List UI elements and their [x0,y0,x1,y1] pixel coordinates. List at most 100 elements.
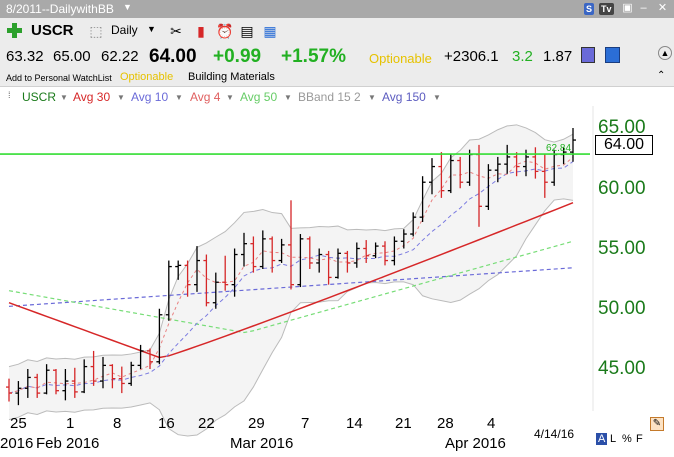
ohlc-bar [570,128,576,162]
avg30-line [8,202,574,359]
avg10-dropdown-icon[interactable]: ▼ [175,93,183,102]
ohlc-bar [34,373,41,398]
open-value: 63.32 [6,48,44,65]
x-month-mar: Mar 2016 [230,435,294,452]
optionable-tag: Optionable [120,71,174,83]
ohlc-bar [306,236,313,269]
ohlc-bar [175,260,182,280]
ohlc-bar [400,229,407,249]
current-price-marker: 64.00 [595,135,653,155]
indicator-avg150[interactable]: Avg 150 [382,90,426,104]
add-watchlist-link[interactable]: Add to Personal WatchList [6,73,112,83]
x-day-16: 16 [158,415,175,432]
x-day-29: 29 [248,415,265,432]
tools-icon[interactable]: ✂ [170,23,182,39]
ohlc-bar [212,272,219,309]
auto-scale-button[interactable]: A [596,433,608,445]
x-month-feb: Feb 2016 [36,435,100,452]
ohlc-bar [147,348,153,369]
ohlc-bar [184,260,191,297]
indicator-avg30[interactable]: Avg 30 [73,90,111,104]
period-dropdown-icon[interactable]: ▼ [147,24,156,34]
x-month-jan: 2016 [0,435,34,452]
bband-dropdown-icon[interactable]: ▼ [368,93,376,102]
ohlc-bar [541,154,548,198]
ohlc-bar [156,308,163,365]
change-value: +0.99 [213,46,262,67]
x-day-8: 8 [113,415,122,432]
y-label-60: 60.00 [598,178,646,199]
ohlc-bar [429,158,435,195]
note-icon[interactable]: ▤ [240,23,254,39]
alarm-clock-icon[interactable]: ⏰ [216,23,234,39]
ohlc-bar [118,366,125,394]
indicator-uscr[interactable]: USCR [22,90,57,104]
ohlc-bars [6,128,576,406]
scroll-up-icon[interactable]: ▲ [658,46,672,60]
ohlc-bar [128,361,135,386]
ohlc-bar [372,242,379,259]
avg150-dropdown-icon[interactable]: ▼ [433,93,441,102]
close-icon[interactable]: ✕ [657,2,668,14]
tv-badge-icon[interactable]: Tv [599,3,614,15]
value-a: 3.2 [512,48,533,65]
bar-chart-icon[interactable]: ▮ [197,23,205,39]
change-percent: +1.57% [281,46,346,67]
cube-icon[interactable]: ⬚ [89,23,103,39]
avg50-dropdown-icon[interactable]: ▼ [284,93,292,102]
ohlc-bar [382,241,388,266]
ohlc-bar [231,248,238,297]
ohlc-bar [504,144,511,174]
title-dropdown-icon[interactable]: ▼ [123,2,132,12]
industry-label: Building Materials [188,71,275,83]
ohlc-bar [278,238,285,263]
indicator-avg4[interactable]: Avg 4 [190,90,221,104]
indicator-bband[interactable]: BBand 15 2 [298,90,361,104]
grid-icon[interactable]: ▦ [263,23,277,39]
ohlc-bar [71,367,78,398]
ohlc-bar [53,369,59,395]
ohlc-bar [419,176,426,222]
uscr-dropdown-icon[interactable]: ▼ [60,93,68,102]
ohlc-bar [325,250,332,285]
ohlc-bar [250,236,257,273]
indicator-avg50[interactable]: Avg 50 [240,90,278,104]
save-icon[interactable] [605,47,620,63]
avg30-dropdown-icon[interactable]: ▼ [117,93,125,102]
ohlc-bar [297,234,304,288]
ohlc-bar [109,364,116,389]
ohlc-bar [6,378,12,402]
percent-scale-button[interactable]: % [622,433,632,445]
s-badge-icon[interactable]: S [584,3,595,15]
ohlc-bar [485,164,492,210]
horizontal-line[interactable] [0,106,594,411]
avg50-line [8,240,574,334]
optionable-label: Optionable [369,51,432,66]
avg4-dropdown-icon[interactable]: ▼ [226,93,234,102]
ohlc-bar [62,369,69,401]
x-day-7: 7 [301,415,310,432]
horizontal-line-label: 62.84 [546,143,572,154]
chart-svg [0,106,594,437]
window-title: 8/2011--DailywithBB [6,2,114,16]
value-b: 1.87 [543,48,573,65]
symbol-input[interactable]: USCR [31,22,74,39]
restore-icon[interactable]: ▣ [622,2,633,14]
fit-button[interactable]: F [636,433,643,445]
x-day-22: 22 [198,415,215,432]
ohlc-bar [513,152,520,177]
collapse-icon[interactable]: ⌃ [657,70,666,81]
book-icon[interactable] [581,47,595,63]
ohlc-bar [203,254,210,307]
add-icon[interactable] [6,22,22,38]
period-selector[interactable]: Daily [111,23,138,37]
indicator-avg10[interactable]: Avg 10 [131,90,169,104]
ohlc-bar [532,147,539,179]
log-scale-button[interactable]: L [610,433,617,445]
pencil-icon[interactable]: ✎ [650,417,664,431]
price-chart[interactable] [0,106,674,457]
minimize-icon[interactable]: – [640,2,647,14]
ohlc-bar [90,350,97,386]
x-day-21: 21 [395,415,412,432]
sub-line: Add to Personal WatchList Optionable Bui… [0,70,674,86]
